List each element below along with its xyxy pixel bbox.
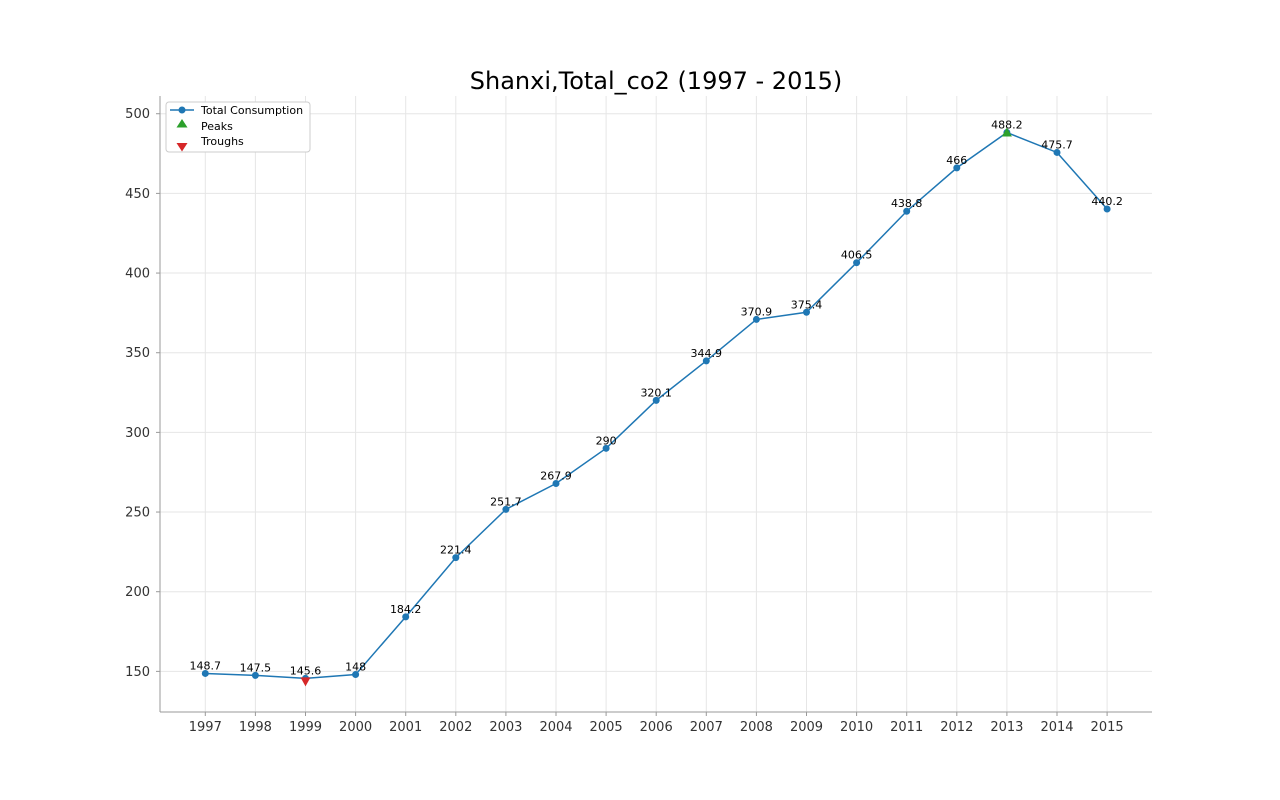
- data-label: 221.4: [440, 544, 472, 557]
- y-axis-ticks: 150 200 250 300 350 400 450 500: [125, 107, 160, 680]
- data-label: 184.2: [390, 603, 422, 616]
- data-point: [452, 554, 460, 562]
- legend-label-troughs: Troughs: [200, 135, 244, 148]
- data-label: 290: [596, 434, 617, 447]
- legend-label-peaks: Peaks: [201, 120, 233, 133]
- x-tick-label: 1998: [239, 720, 272, 735]
- x-tick-label: 2006: [640, 720, 673, 735]
- x-tick-label: 2007: [690, 720, 723, 735]
- y-tick-label: 250: [125, 506, 150, 521]
- data-label: 148.7: [190, 659, 222, 672]
- legend-triangle-down-icon: [176, 143, 188, 152]
- data-point: [853, 259, 861, 267]
- data-point: [752, 315, 760, 323]
- data-point: [402, 613, 410, 621]
- x-tick-label: 2010: [840, 720, 873, 735]
- x-tick-label: 2015: [1091, 720, 1124, 735]
- data-label: 147.5: [240, 661, 272, 674]
- data-label: 148: [345, 661, 366, 674]
- x-tick-label: 2008: [740, 720, 773, 735]
- x-tick-label: 2013: [990, 720, 1023, 735]
- legend-triangle-up-icon: [176, 119, 188, 128]
- data-labels-group: 148.7 147.5 145.6 148 184.2 221.4 251.7 267.9 29…: [190, 119, 1123, 678]
- x-tick-label: 2014: [1040, 720, 1073, 735]
- x-axis-ticks: 1997 1998 1999 2000 2001 2002 2003 2004 2005 2006…: [189, 712, 1124, 735]
- legend-label-series: Total Consumption: [200, 104, 303, 117]
- data-label: 488.2: [991, 119, 1023, 132]
- data-point: [953, 164, 961, 172]
- data-point: [552, 480, 560, 488]
- grid: [160, 96, 1152, 712]
- y-tick-label: 450: [125, 187, 150, 202]
- x-tick-label: 2011: [890, 720, 923, 735]
- y-tick-label: 300: [125, 426, 150, 441]
- data-point: [702, 357, 710, 365]
- data-label: 440.2: [1091, 195, 1123, 208]
- data-point: [903, 207, 911, 215]
- y-tick-label: 150: [125, 665, 150, 680]
- data-point: [201, 669, 209, 677]
- x-tick-label: 1999: [289, 720, 322, 735]
- x-tick-label: 2002: [439, 720, 472, 735]
- data-point: [352, 671, 360, 679]
- trough-marker: [300, 677, 311, 687]
- y-tick-label: 200: [125, 585, 150, 600]
- data-label: 438.8: [891, 197, 923, 210]
- data-label: 344.9: [691, 347, 723, 360]
- x-tick-label: 2000: [339, 720, 372, 735]
- y-tick-label: 400: [125, 267, 150, 282]
- data-label: 475.7: [1041, 138, 1073, 151]
- y-tick-label: 350: [125, 346, 150, 361]
- x-tick-label: 2003: [489, 720, 522, 735]
- legend: Total Consumption Peaks Troughs: [165, 101, 311, 153]
- data-point: [502, 505, 510, 513]
- y-tick-label: 500: [125, 107, 150, 122]
- data-label: 406.5: [841, 249, 873, 262]
- data-point: [1103, 205, 1111, 213]
- data-point: [251, 671, 259, 679]
- x-tick-label: 1997: [189, 720, 222, 735]
- x-tick-label: 2009: [790, 720, 823, 735]
- data-label: 370.9: [741, 305, 773, 318]
- data-label: 145.6: [290, 664, 322, 677]
- data-label: 267.9: [540, 470, 572, 483]
- data-label: 251.7: [490, 495, 522, 508]
- x-tick-label: 2005: [590, 720, 623, 735]
- x-tick-label: 2001: [389, 720, 422, 735]
- data-point: [602, 444, 610, 452]
- data-label: 320.1: [640, 386, 672, 399]
- chart-title: Shanxi,Total_co2 (1997 - 2015): [470, 67, 843, 95]
- markers-group: [201, 127, 1111, 687]
- data-label: 466: [946, 154, 967, 167]
- legend-dot-icon: [178, 106, 186, 114]
- x-tick-label: 2012: [940, 720, 973, 735]
- data-point: [803, 308, 810, 316]
- data-point: [652, 396, 660, 404]
- data-point: [1053, 148, 1061, 156]
- data-label: 375.4: [791, 298, 823, 311]
- x-tick-label: 2004: [539, 720, 572, 735]
- legend-box: [165, 101, 311, 153]
- peak-marker: [1001, 127, 1012, 137]
